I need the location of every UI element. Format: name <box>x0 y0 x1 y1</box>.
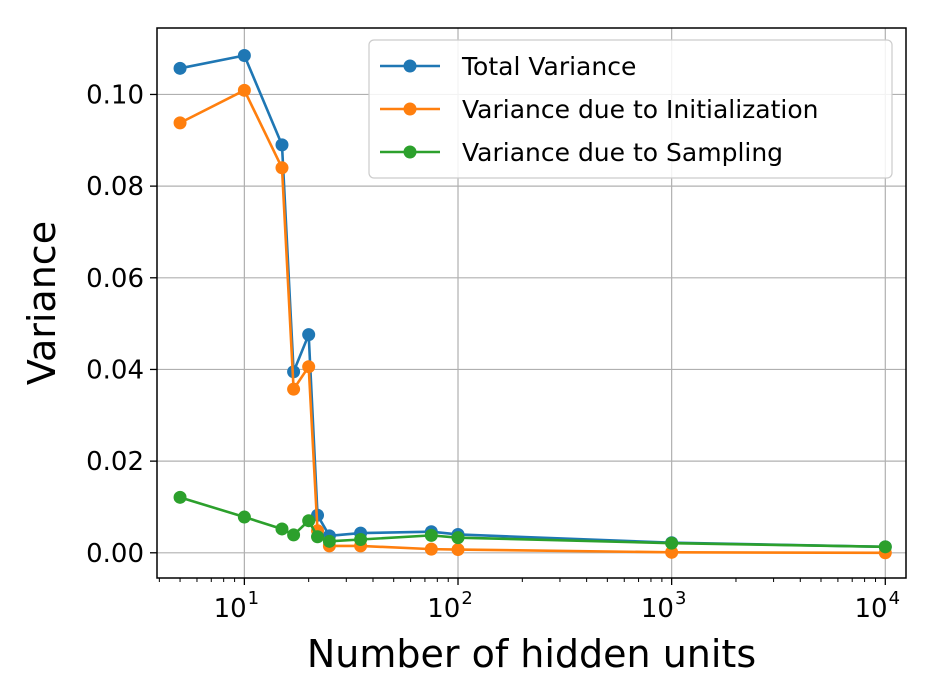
data-point <box>322 534 336 548</box>
series-line <box>179 496 886 549</box>
legend: Total Variance Variance due to Initializa… <box>368 39 893 179</box>
y-tick-label: 0.02 <box>86 447 144 477</box>
data-point <box>173 490 187 504</box>
data-point <box>451 531 465 545</box>
x-tick-label: 103 <box>641 588 687 624</box>
data-point <box>173 61 187 75</box>
series-2 <box>173 490 892 554</box>
x-tick-label: 104 <box>855 588 901 624</box>
legend-item: Variance due to Sampling <box>380 138 783 167</box>
data-point <box>302 360 316 374</box>
data-point <box>302 514 316 528</box>
y-tick-label: 0.08 <box>86 172 144 202</box>
series-layer <box>173 49 892 560</box>
x-tick-base: 10 <box>641 594 674 624</box>
x-tick-exponent: 1 <box>248 588 259 609</box>
data-point <box>275 138 289 152</box>
data-point <box>237 49 251 62</box>
legend-label: Variance due to Initialization <box>462 95 818 124</box>
data-point <box>424 528 438 542</box>
y-tick-label: 0.00 <box>86 539 144 569</box>
y-axis-title: Variance <box>20 221 64 385</box>
y-tick-label: 0.10 <box>86 80 144 110</box>
data-point <box>424 542 438 556</box>
x-tick-label: 102 <box>427 588 473 624</box>
data-point <box>173 116 187 130</box>
data-point <box>275 522 289 536</box>
legend-marker <box>403 145 417 159</box>
x-tick-exponent: 2 <box>461 588 472 609</box>
legend-label: Total Variance <box>461 52 636 81</box>
data-point <box>665 545 679 559</box>
legend-item: Variance due to Initialization <box>380 95 818 124</box>
x-tick-label: 101 <box>214 588 260 624</box>
plot-frame <box>156 27 907 579</box>
legend-marker <box>403 59 417 73</box>
series-line <box>179 54 886 549</box>
y-tick-label: 0.04 <box>86 355 144 385</box>
data-point <box>451 543 465 557</box>
legend-box <box>368 39 893 179</box>
legend-item: Total Variance <box>380 52 636 81</box>
x-tick-base: 10 <box>855 594 888 624</box>
data-point <box>302 328 316 342</box>
x-tick-base: 10 <box>427 594 460 624</box>
data-point <box>878 540 892 554</box>
x-axis-title: Number of hidden units <box>307 632 756 676</box>
data-point <box>354 533 368 546</box>
data-point <box>287 382 301 396</box>
data-point <box>237 510 251 524</box>
data-point <box>275 161 289 175</box>
legend-label: Variance due to Sampling <box>462 138 783 167</box>
data-point <box>287 528 301 542</box>
x-tick-exponent: 3 <box>675 588 686 609</box>
y-tick-label: 0.06 <box>86 264 144 294</box>
x-tick-exponent: 4 <box>889 588 900 609</box>
x-tick-base: 10 <box>214 594 247 624</box>
data-point <box>665 536 679 550</box>
data-point <box>237 83 251 97</box>
legend-marker <box>403 102 417 116</box>
data-point <box>311 530 325 544</box>
